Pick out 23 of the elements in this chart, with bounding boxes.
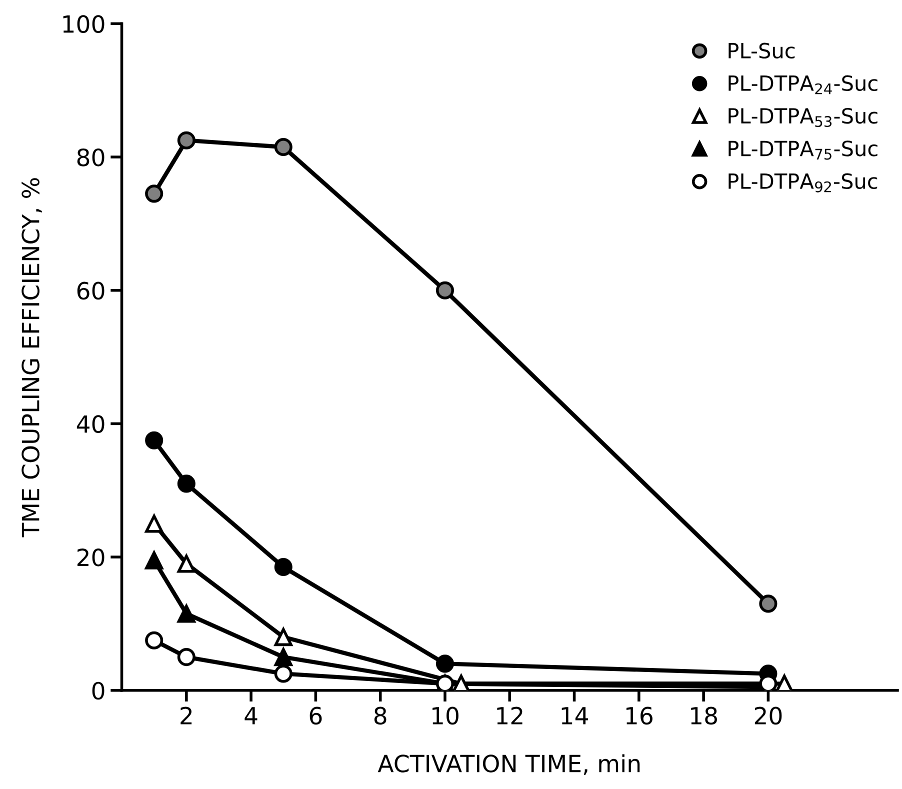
x-tick-label: 4 <box>244 707 258 724</box>
y-tick-label: 100 <box>63 15 104 33</box>
x-axis-title: ACTIVATION TIME, min <box>378 754 640 775</box>
x-tick-label: 2 <box>180 706 192 724</box>
x-tick-label: 6 <box>310 706 322 725</box>
y-axis-title: TME COUPLING EFFICIENCY, % <box>22 178 42 538</box>
x-tick-label: 20 <box>754 706 782 725</box>
legend-label: PL-DTPA$_{75}$-Suc <box>728 140 878 160</box>
legend-label: PL-DTPA$_{24}$-Suc <box>728 75 878 94</box>
y-tick-label: 80 <box>77 148 104 166</box>
y-tick-label: 0 <box>92 682 104 700</box>
y-tick-label: 40 <box>76 415 104 433</box>
x-tick-label: 8 <box>374 706 386 725</box>
x-tick-label: 10 <box>432 706 458 725</box>
x-tick-label: 18 <box>691 706 717 725</box>
x-tick-label: 12 <box>497 706 522 724</box>
legend-label: PL-Suc <box>728 42 795 59</box>
y-tick-label: 60 <box>77 282 104 300</box>
x-tick-label: 14 <box>562 707 588 724</box>
x-tick-label: 16 <box>626 706 652 725</box>
legend-label: PL-DTPA$_{92}$-Suc <box>728 173 878 192</box>
y-tick-label: 20 <box>77 548 104 566</box>
legend-label: PL-DTPA$_{53}$-Suc <box>728 108 878 128</box>
